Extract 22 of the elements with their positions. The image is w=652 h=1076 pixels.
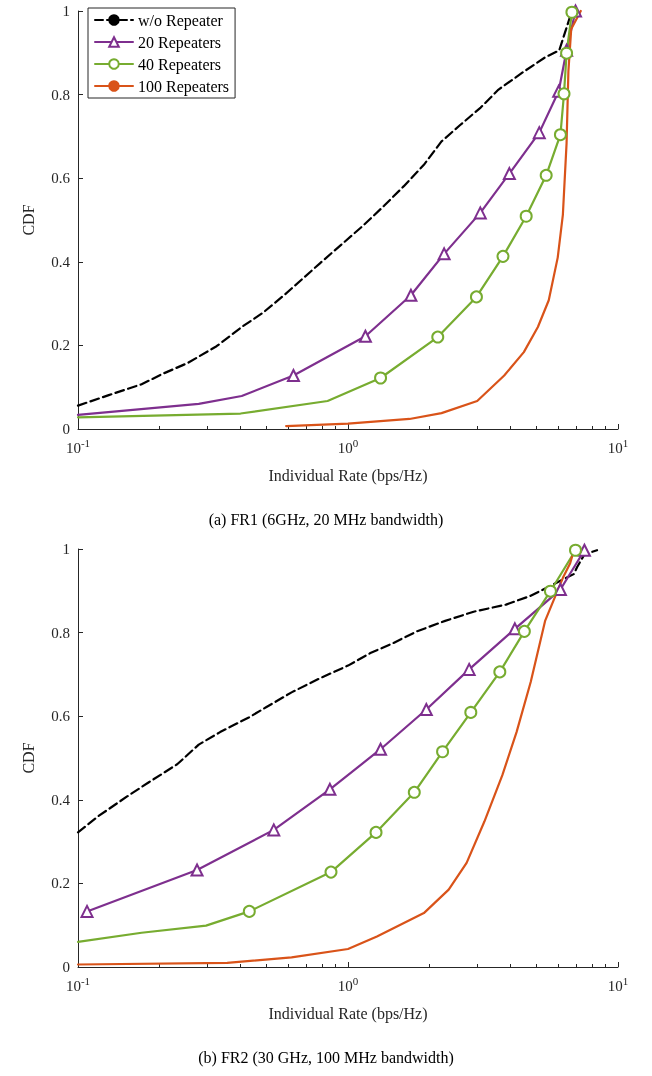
legend-label: w/o Repeater xyxy=(138,11,224,30)
y-tick-label: 0.4 xyxy=(51,791,71,808)
y-tick-label: 1 xyxy=(62,541,70,557)
y-tick-label: 0 xyxy=(62,959,70,975)
y-tick-label: 0.6 xyxy=(51,708,71,725)
text: (a) FR1 (6GHz, 20 MHz bandwidth) xyxy=(208,510,444,529)
y-tick-label: 0.8 xyxy=(51,624,70,641)
y-tick-label: 0 xyxy=(62,421,70,437)
y-axis-title: CDF xyxy=(19,204,37,236)
y-tick-label: 0.2 xyxy=(51,875,70,892)
x-axis-title: Individual Rate (bps/Hz) xyxy=(268,466,428,485)
y-tick-label: 0.4 xyxy=(51,253,71,270)
legend-label: 20 Repeaters xyxy=(138,33,222,52)
y-tick-label: 0.8 xyxy=(51,86,70,103)
y-tick-label: 0.6 xyxy=(51,170,71,187)
x-axis-title: Individual Rate (bps/Hz) xyxy=(268,1004,428,1023)
y-tick-label: 1 xyxy=(62,3,70,19)
legend-label: 40 Repeaters xyxy=(138,55,222,74)
text: (b) FR2 (30 GHz, 100 MHz bandwidth) xyxy=(198,1048,454,1067)
y-axis-title: CDF xyxy=(19,742,37,774)
legend-label: 100 Repeaters xyxy=(138,77,230,96)
y-tick-label: 0.2 xyxy=(51,337,70,354)
